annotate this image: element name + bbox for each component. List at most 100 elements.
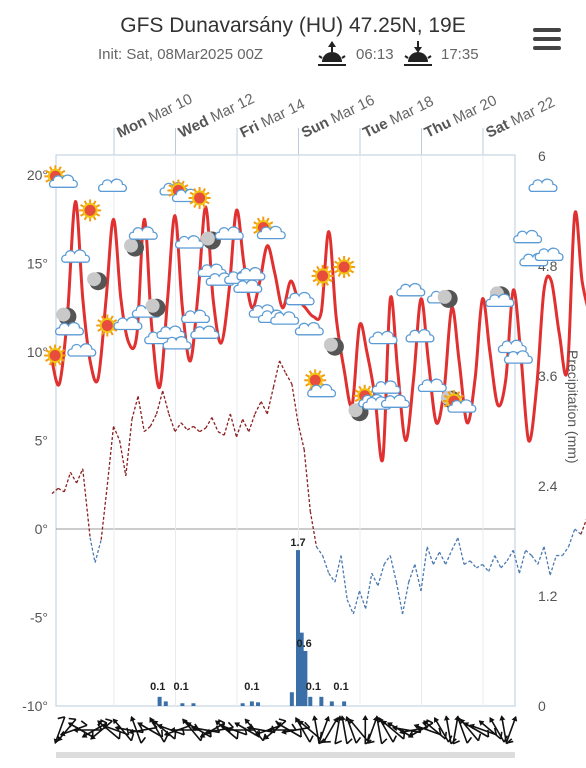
- cloud-icon: [503, 350, 533, 364]
- sun-ray: [325, 281, 329, 286]
- sun-disc: [315, 268, 331, 284]
- barb-head: [101, 723, 108, 730]
- moon-icon: [323, 337, 344, 356]
- barb-head: [156, 723, 163, 730]
- barb-flag: [299, 729, 302, 738]
- sun-ray: [168, 184, 173, 188]
- cloud-icon: [528, 178, 558, 193]
- cloud-shape: [233, 279, 263, 293]
- barb-flag: [227, 721, 234, 729]
- barb-flag: [236, 731, 239, 740]
- sun-ray: [316, 281, 320, 286]
- cloud-icon: [417, 378, 447, 393]
- sunset-icon: [404, 41, 432, 66]
- sun-ray: [308, 370, 313, 375]
- barb-staff: [348, 718, 369, 742]
- sun-ray: [100, 315, 105, 320]
- barb-staff: [276, 722, 302, 738]
- cloud-icon: [371, 380, 401, 394]
- dewpoint-segment: [543, 546, 551, 576]
- sun-ray: [112, 328, 118, 332]
- barb-head: [434, 717, 440, 723]
- barb-flag: [438, 727, 442, 735]
- barb-head: [298, 720, 305, 726]
- precip-bar: [180, 703, 185, 706]
- precip-bar: [329, 701, 334, 706]
- dewpoint-segment: [57, 487, 65, 493]
- hamburger-menu-icon[interactable]: [533, 28, 561, 50]
- precip-tick-label: 0: [538, 698, 546, 714]
- barb-head: [348, 718, 355, 725]
- cloud-icon: [156, 325, 186, 339]
- sun-ray: [109, 331, 114, 336]
- day-date: Mar 22: [508, 94, 557, 130]
- barb-flag: [323, 740, 331, 743]
- dewpoint-segment: [149, 413, 158, 427]
- dewpoint-segment: [242, 418, 250, 432]
- wind-barb: [339, 715, 353, 745]
- dewpoint-segment: [476, 563, 483, 569]
- dewpoint-segment: [131, 396, 139, 420]
- wind-barb: [137, 722, 164, 738]
- barb-flag: [466, 736, 473, 744]
- dewpoint-segment: [463, 560, 471, 565]
- barb-head: [244, 718, 251, 725]
- barb-head: [130, 715, 136, 722]
- cloud-icon: [294, 322, 324, 336]
- moon-icon: [56, 307, 77, 326]
- temp-tick-label: 10°: [27, 344, 48, 360]
- cloud-shape: [497, 339, 527, 354]
- cloud-shape: [54, 322, 85, 336]
- sun-ray: [83, 200, 88, 205]
- precip-tick-label: 1.2: [538, 588, 558, 604]
- cloud-icon: [61, 249, 91, 263]
- precip-value-label: 0.6: [297, 638, 312, 650]
- cloud-shape: [447, 399, 477, 413]
- barb-staff: [463, 722, 489, 738]
- sun-ray: [92, 200, 97, 205]
- dewpoint-segment: [321, 555, 330, 574]
- sun-ray: [265, 217, 270, 223]
- temp-tick-label: 5°: [35, 433, 48, 449]
- barb-flag: [334, 740, 342, 745]
- barb-staff: [152, 720, 176, 740]
- wind-barb: [505, 715, 518, 744]
- barb-staff: [318, 716, 330, 744]
- dewpoint-segment: [303, 449, 311, 512]
- barb-flag: [346, 738, 353, 745]
- dewpoint-segment: [549, 555, 557, 576]
- temp-tick-label: -5°: [30, 610, 48, 626]
- sun-ray: [202, 187, 206, 193]
- cloud-icon: [233, 279, 263, 293]
- sun-ray: [183, 184, 189, 188]
- cloud-shape: [156, 325, 186, 339]
- dewpoint-segment: [358, 590, 367, 609]
- sun-ray: [45, 358, 50, 362]
- dewpoint-segment: [69, 472, 78, 484]
- cloud-icon: [97, 178, 128, 193]
- dewpoint-segment: [174, 422, 182, 433]
- dewpoint-segment: [371, 572, 379, 586]
- barb-flag: [477, 733, 482, 741]
- barb-head: [499, 715, 506, 721]
- dewpoint-segment: [395, 581, 404, 615]
- barb-staff: [433, 717, 450, 743]
- barb-flag: [392, 735, 398, 743]
- barb-head: [128, 728, 134, 735]
- precipitation-axis-label: Precipitation (mm): [565, 350, 581, 464]
- dewpoint-segment: [76, 468, 84, 484]
- sun-ray: [334, 260, 339, 265]
- sunrise-icon: [318, 41, 346, 66]
- barb-staff: [97, 720, 120, 740]
- barb-head: [511, 715, 518, 722]
- barb-staff: [345, 716, 357, 744]
- barb-staff: [387, 722, 413, 738]
- cloud-shape: [503, 350, 533, 364]
- sun-ray: [253, 230, 258, 234]
- barb-head: [324, 715, 330, 722]
- moon-light: [124, 238, 138, 253]
- sun-ray: [60, 169, 66, 174]
- sun-ray: [459, 394, 464, 399]
- barb-flag: [100, 719, 108, 724]
- dewpoint-segment: [389, 555, 398, 583]
